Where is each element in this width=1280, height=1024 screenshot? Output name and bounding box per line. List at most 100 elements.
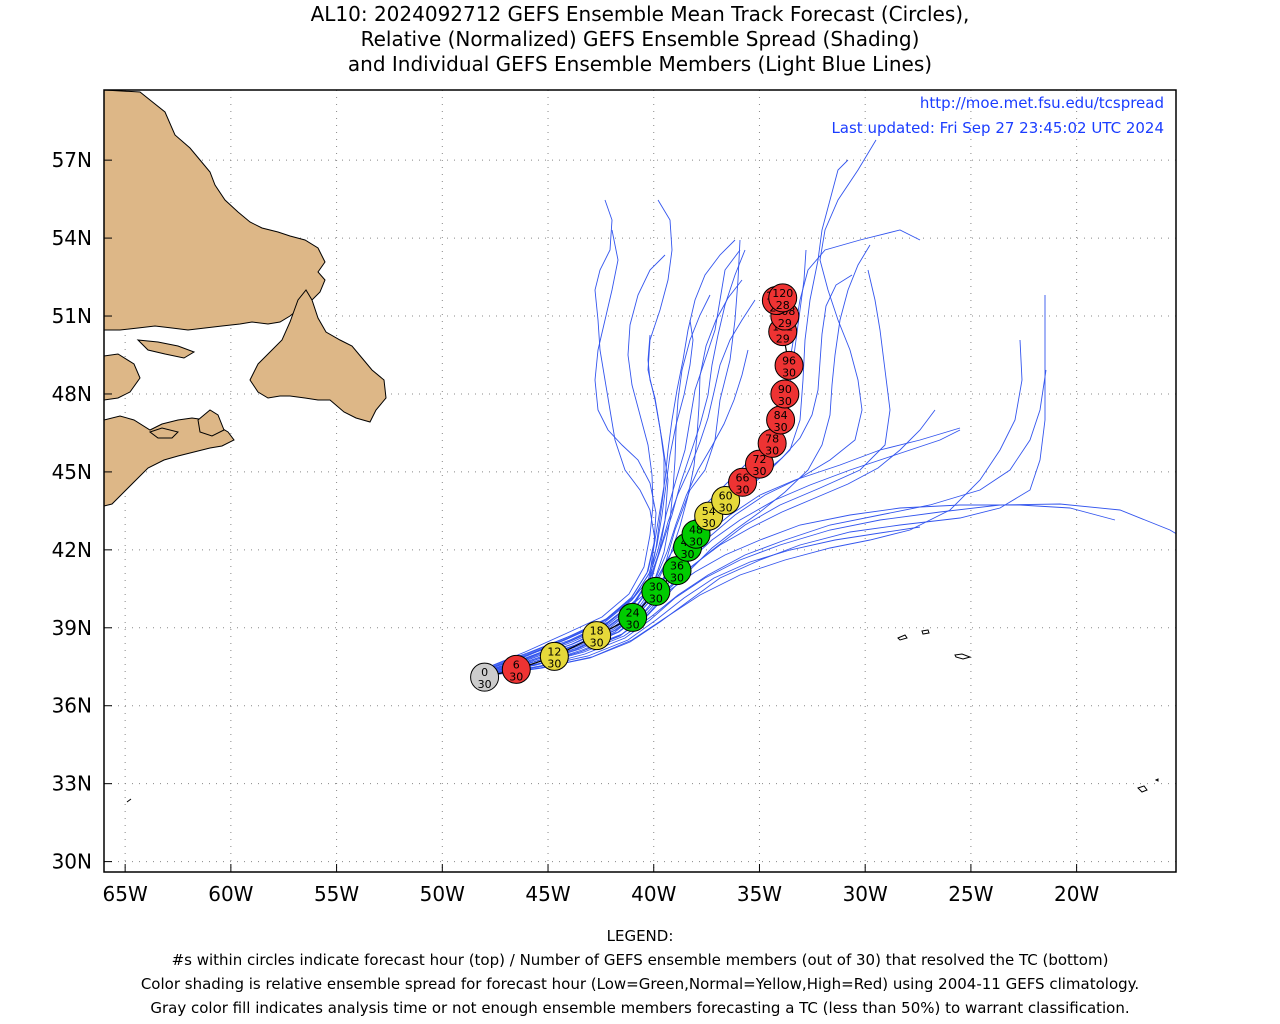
title-line-3: and Individual GEFS Ensemble Members (Li…: [347, 52, 933, 76]
forecast-hour: 12: [547, 645, 561, 658]
member-count: 30: [702, 517, 716, 530]
member-track: [485, 369, 1047, 675]
lon-tick-label: 65W: [103, 882, 148, 906]
lon-tick-label: 20W: [1054, 882, 1099, 906]
member-count: 30: [649, 592, 663, 605]
pei: [148, 427, 179, 439]
forecast-hour: 6: [513, 658, 520, 671]
lon-tick-label: 40W: [631, 882, 676, 906]
lat-tick-label: 57N: [52, 148, 92, 172]
member-count: 29: [778, 317, 792, 330]
member-count: 30: [719, 501, 733, 514]
forecast-circle-marker: [501, 654, 531, 684]
forecast-hour: 30: [649, 580, 663, 593]
lat-tick-label: 30N: [52, 850, 92, 874]
forecast-circle-marker: [470, 662, 500, 692]
forecast-circle-marker: [641, 576, 671, 606]
forecast-hour: 0: [481, 666, 488, 679]
forecast-hour: 24: [626, 606, 640, 619]
member-count: 30: [681, 548, 695, 561]
member-count: 30: [509, 670, 523, 683]
lat-tick-label: 33N: [52, 772, 92, 796]
madeira-islands: [1137, 778, 1159, 793]
legend-line-2: Color shading is relative ensemble sprea…: [140, 975, 1140, 993]
member-count: 30: [765, 444, 779, 457]
member-count: 30: [590, 637, 604, 650]
cape-breton: [197, 409, 225, 437]
lat-tick-label: 51N: [52, 304, 92, 328]
coastlines: [104, 90, 1159, 803]
forecast-hour: 78: [765, 432, 779, 445]
anticosti-island: [136, 339, 196, 359]
lat-tick-label: 42N: [52, 538, 92, 562]
member-track: [485, 503, 1176, 677]
member-count: 30: [782, 366, 796, 379]
forecast-hour: 84: [774, 409, 788, 422]
lon-tick-label: 30W: [843, 882, 888, 906]
member-count: 30: [626, 618, 640, 631]
forecast-hour: 90: [778, 383, 792, 396]
last-updated: Last updated: Fri Sep 27 23:45:02 UTC 20…: [831, 119, 1164, 137]
plot-frame: [103, 89, 1177, 873]
legend: LEGEND: #s within circles indicate forec…: [0, 924, 1280, 1020]
forecast-hour: 72: [752, 453, 766, 466]
source-url[interactable]: http://moe.met.fsu.edu/tcspread: [920, 94, 1164, 112]
newfoundland: [249, 289, 387, 423]
forecast-circle-marker: [774, 350, 804, 380]
lat-tick-label: 45N: [52, 460, 92, 484]
lat-tick-label: 48N: [52, 382, 92, 406]
forecast-circle: 630: [501, 654, 531, 684]
member-count: 30: [547, 657, 561, 670]
forecast-hour: 120: [772, 287, 793, 300]
member-count: 30: [670, 572, 684, 585]
lat-tick-label: 36N: [52, 694, 92, 718]
title-line-2: Relative (Normalized) GEFS Ensemble Spre…: [360, 27, 920, 51]
graticule-grid: [104, 90, 1176, 872]
member-count: 29: [776, 333, 790, 346]
title-line-1: AL10: 2024092712 GEFS Ensemble Mean Trac…: [310, 2, 970, 26]
forecast-circle-marker: [768, 283, 798, 313]
forecast-hour: 36: [670, 560, 684, 573]
ensemble-mean-track: 0306301230183024303030363042304830543060…: [470, 283, 804, 692]
legend-line-1: #s within circles indicate forecast hour…: [171, 951, 1109, 969]
forecast-hour: 60: [719, 489, 733, 502]
member-count: 30: [778, 395, 792, 408]
member-track: [485, 319, 694, 671]
bermuda: [126, 798, 132, 803]
lat-tick-label: 39N: [52, 616, 92, 640]
forecast-hour: 18: [590, 625, 604, 638]
forecast-circle-marker: [770, 379, 800, 409]
forecast-hour: 96: [782, 354, 796, 367]
lat-tick-label: 54N: [52, 226, 92, 250]
forecast-circle-marker: [711, 485, 741, 515]
forecast-hour: 54: [702, 505, 716, 518]
member-track: [485, 339, 1023, 677]
member-count: 30: [736, 483, 750, 496]
member-track: [485, 244, 871, 675]
member-count: 30: [689, 535, 703, 548]
chart-title: AL10: 2024092712 GEFS Ensemble Mean Trac…: [0, 2, 1280, 77]
lon-tick-label: 60W: [208, 882, 253, 906]
labrador-quebec-landmass: [104, 90, 326, 331]
legend-line-3: Gray color fill indicates analysis time …: [150, 999, 1130, 1017]
forecast-circle-marker: [618, 602, 648, 632]
member-count: 30: [774, 421, 788, 434]
member-count: 30: [478, 678, 492, 691]
legend-heading: LEGEND:: [606, 927, 674, 945]
lon-tick-label: 55W: [314, 882, 359, 906]
member-count: 28: [776, 299, 790, 312]
member-track: [485, 254, 666, 669]
member-track: [485, 295, 1046, 676]
